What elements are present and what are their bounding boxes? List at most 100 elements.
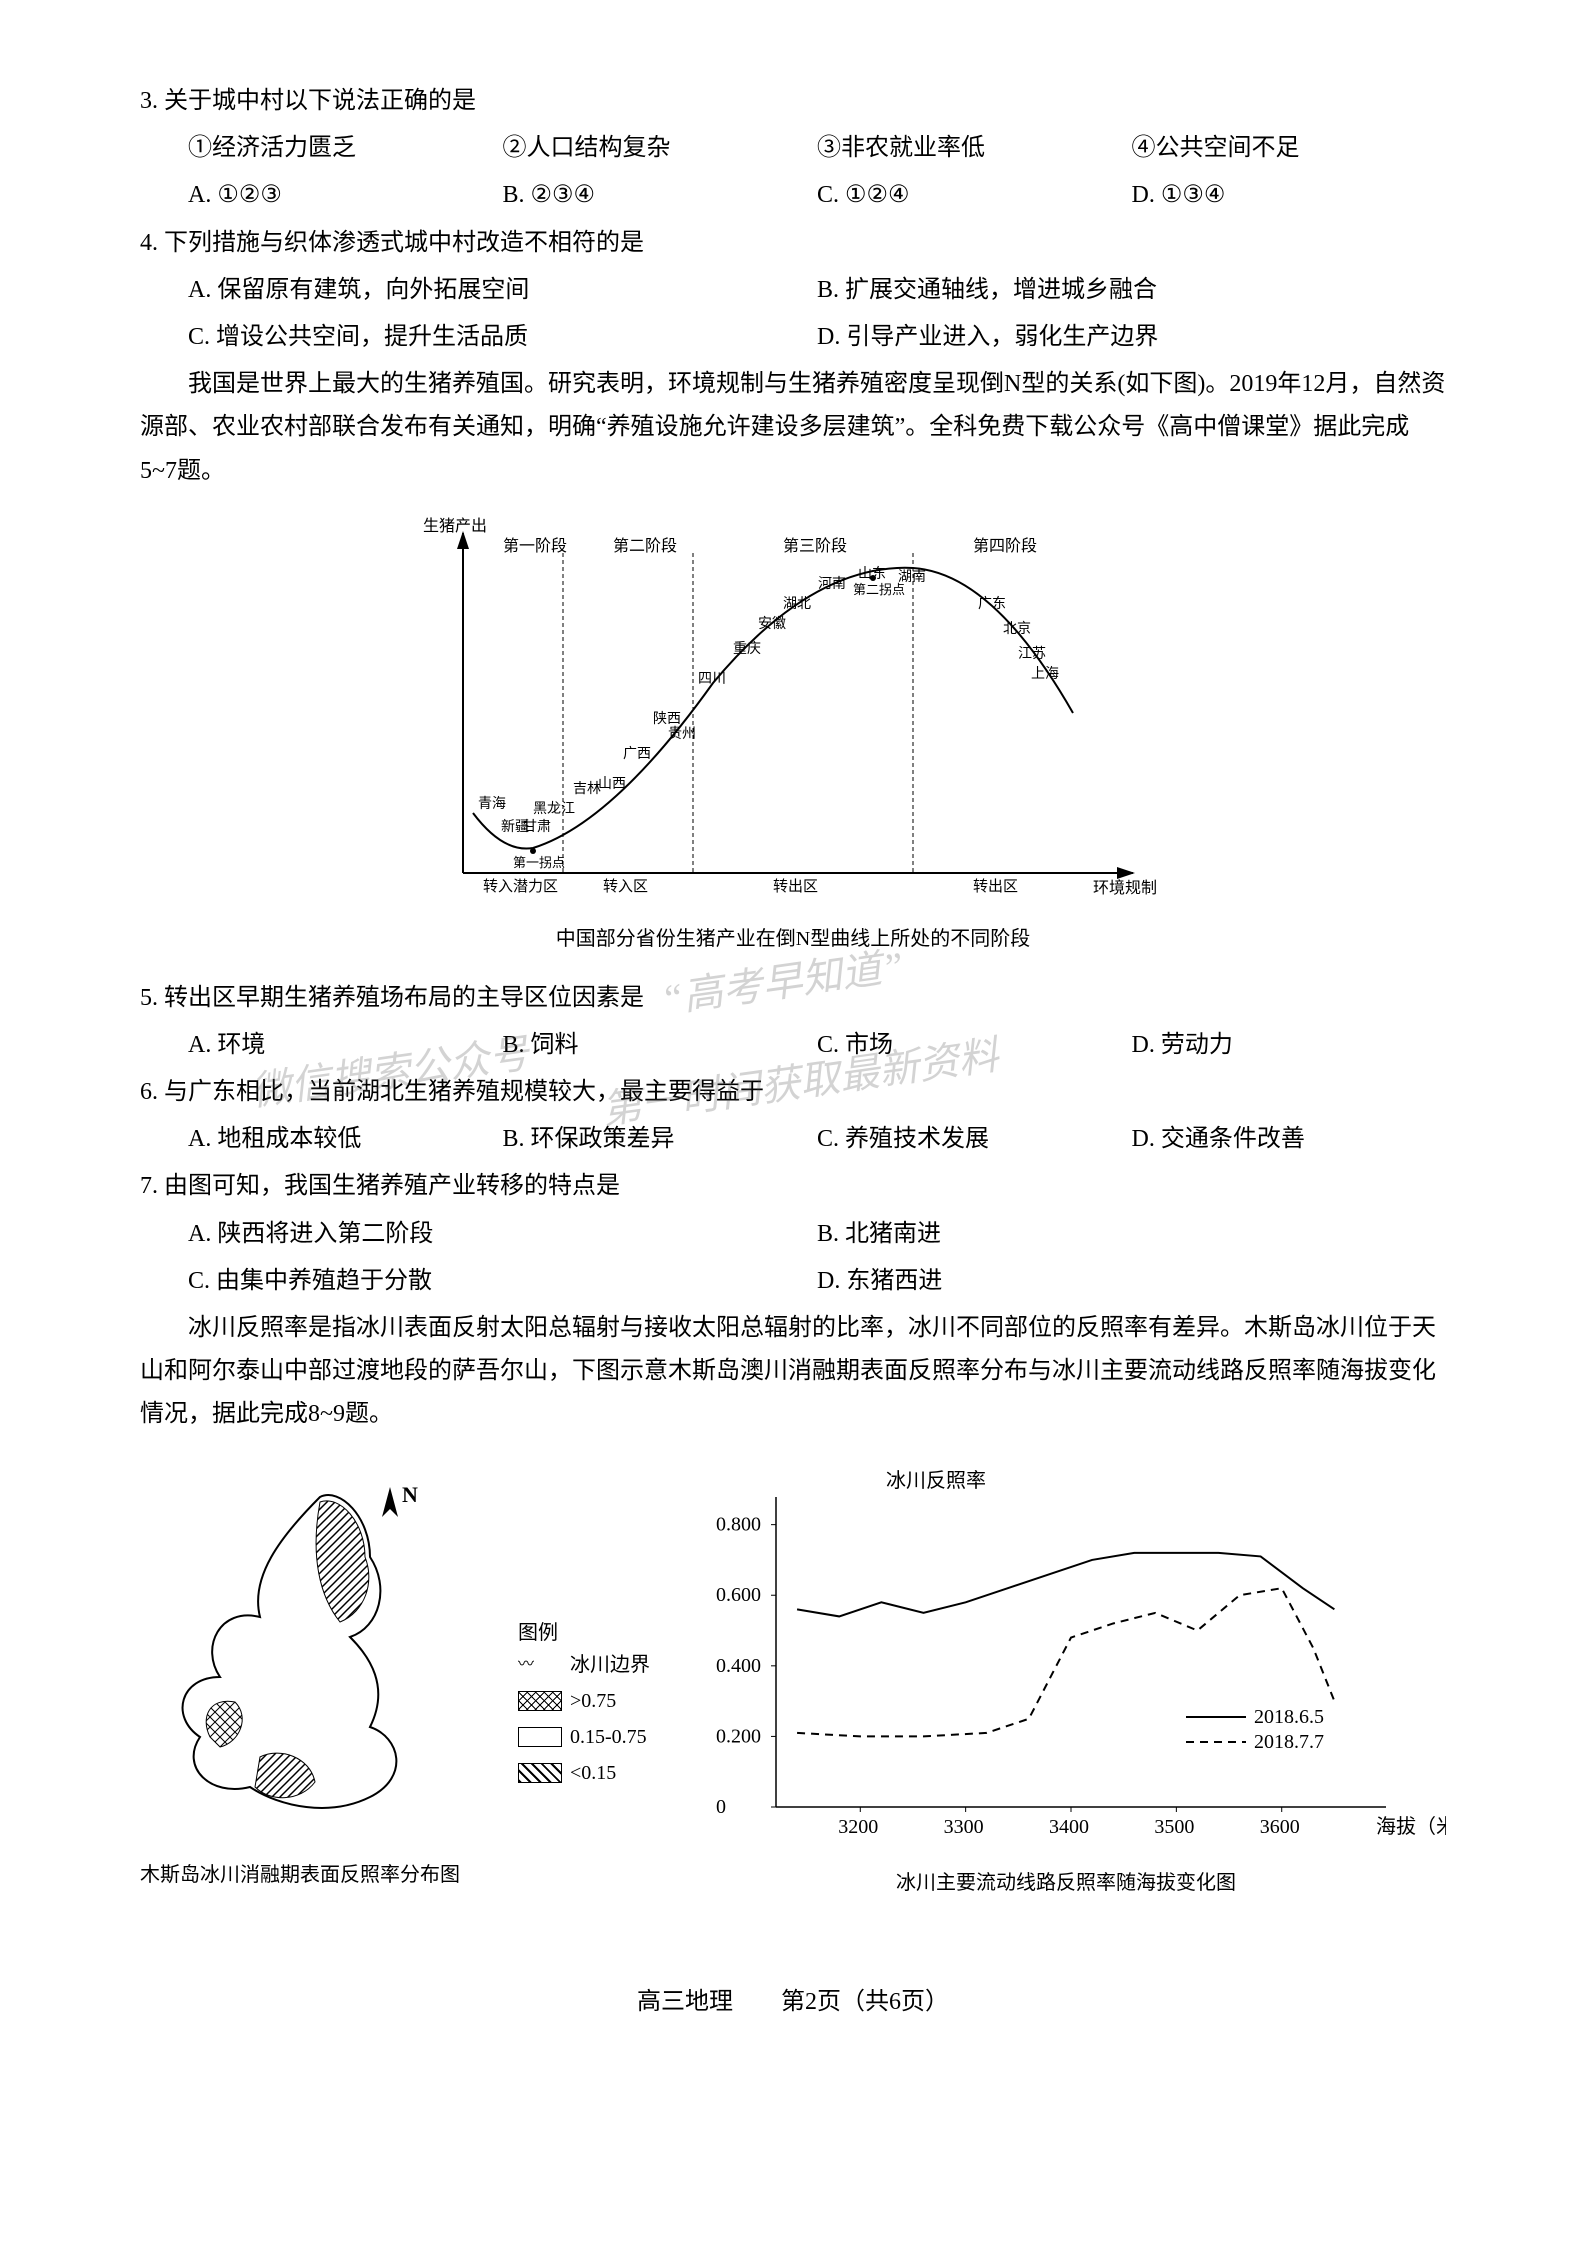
q5-choices: A. 环境 B. 饲料 C. 市场 D. 劳动力 [140,1024,1446,1067]
q3-choice-b: B. ②③④ [503,174,818,217]
q7-stem: 7. 由图可知，我国生猪养殖产业转移的特点是 [140,1165,1446,1208]
q4-choices-row1: A. 保留原有建筑，向外拓展空间 B. 扩展交通轴线，增进城乡融合 [140,269,1446,312]
svg-text:N: N [402,1482,418,1507]
q6-stem: 6. 与广东相比，当前湖北生猪养殖规模较大，最主要得益于 [140,1071,1446,1114]
legend-row-2: 0.15-0.75 [518,1721,650,1753]
q6-choices: A. 地租成本较低 B. 环保政策差异 C. 养殖技术发展 D. 交通条件改善 [140,1118,1446,1161]
q4-choice-c: C. 增设公共空间，提升生活品质 [188,316,817,359]
svg-text:转入潜力区: 转入潜力区 [483,878,558,895]
q5-choice-c: C. 市场 [817,1024,1132,1067]
q3-choices: A. ①②③ B. ②③④ C. ①②④ D. ①③④ [140,174,1446,217]
q3-sub-1: ①经济活力匮乏 [188,127,503,170]
svg-text:陕西: 陕西 [653,711,681,727]
svg-text:江苏: 江苏 [1018,646,1046,662]
svg-text:甘肃: 甘肃 [523,819,551,835]
svg-text:海拔（米）: 海拔（米） [1376,1815,1446,1838]
svg-text:贵州: 贵州 [668,726,696,742]
svg-text:山西: 山西 [598,776,626,792]
svg-text:3300: 3300 [944,1816,984,1838]
svg-text:生猪产出: 生猪产出 [423,517,487,535]
svg-text:转出区: 转出区 [773,878,818,895]
q3-choice-c: C. ①②④ [817,174,1132,217]
svg-text:环境规制: 环境规制 [1093,878,1157,897]
chart1-figure: 生猪产出环境规制第一阶段第二阶段第三阶段第四阶段转入潜力区转入区转出区转出区青海… [140,513,1446,957]
legend-swatch-blank [518,1727,562,1747]
svg-text:第二拐点: 第二拐点 [853,582,905,597]
svg-text:青海: 青海 [478,796,506,812]
svg-text:第一阶段: 第一阶段 [503,537,567,555]
svg-text:2018.6.5: 2018.6.5 [1254,1706,1324,1728]
legend-row-1: >0.75 [518,1685,650,1717]
q6-choice-c: C. 养殖技术发展 [817,1118,1132,1161]
q7-choice-a: A. 陕西将进入第二阶段 [188,1213,817,1256]
q3-suboptions: ①经济活力匮乏 ②人口结构复杂 ③非农就业率低 ④公共空间不足 [140,127,1446,170]
svg-text:湖北: 湖北 [783,596,811,612]
svg-text:河南: 河南 [818,576,846,592]
svg-text:3400: 3400 [1049,1816,1089,1838]
q3-stem: 3. 关于城中村以下说法正确的是 [140,80,1446,123]
svg-text:转入区: 转入区 [603,878,648,895]
svg-text:第三阶段: 第三阶段 [783,537,847,555]
map-svg: N [140,1457,540,1837]
charts-row: N 图例 〰 冰川边界 >0.75 0.15-0.75 <0.15 [140,1457,1446,1901]
q5-stem: 5. 转出区早期生猪养殖场布局的主导区位因素是 [140,977,1446,1020]
q3-sub-3: ③非农就业率低 [817,127,1132,170]
svg-text:第一拐点: 第一拐点 [513,855,565,870]
linechart-caption: 冰川主要流动线路反照率随海拔变化图 [686,1865,1446,1901]
svg-text:0: 0 [716,1796,726,1818]
q6-choice-a: A. 地租成本较低 [188,1118,503,1161]
q7-choices-row2: C. 由集中养殖趋于分散 D. 东猪西进 [140,1260,1446,1303]
page-footer: 高三地理 第2页（共6页） [140,1981,1446,2024]
legend-row-boundary: 〰 冰川边界 [518,1649,650,1681]
legend-label-3: <0.15 [570,1757,616,1789]
map-block: N 图例 〰 冰川边界 >0.75 0.15-0.75 <0.15 [140,1457,660,1893]
q3-sub-4: ④公共空间不足 [1132,127,1447,170]
svg-text:0.800: 0.800 [716,1513,761,1535]
q3-choice-a: A. ①②③ [188,174,503,217]
svg-text:3500: 3500 [1154,1816,1194,1838]
q7-choices-row1: A. 陕西将进入第二阶段 B. 北猪南进 [140,1213,1446,1256]
svg-text:黑龙江: 黑龙江 [533,801,575,817]
legend-swatch-cross [518,1691,562,1711]
legend-label-2: 0.15-0.75 [570,1721,647,1753]
svg-text:0.400: 0.400 [716,1654,761,1676]
context1-paragraph: 我国是世界上最大的生猪养殖国。研究表明，环境规制与生猪养殖密度呈现倒N型的关系(… [140,363,1446,493]
q4-choice-d: D. 引导产业进入，弱化生产边界 [817,316,1446,359]
q6-choice-d: D. 交通条件改善 [1132,1118,1447,1161]
q4-stem: 4. 下列措施与织体渗透式城中村改造不相符的是 [140,222,1446,265]
q4-choice-b: B. 扩展交通轴线，增进城乡融合 [817,269,1446,312]
legend-label-1: >0.75 [570,1685,616,1717]
chart1-svg: 生猪产出环境规制第一阶段第二阶段第三阶段第四阶段转入潜力区转入区转出区转出区青海… [413,513,1173,913]
svg-text:冰川反照率: 冰川反照率 [886,1469,986,1492]
legend-row-3: <0.15 [518,1757,650,1789]
map-legend-title: 图例 [518,1617,650,1649]
legend-swatch-diag [518,1763,562,1783]
q4-choices-row2: C. 增设公共空间，提升生活品质 D. 引导产业进入，弱化生产边界 [140,316,1446,359]
svg-text:第四阶段: 第四阶段 [973,537,1037,555]
svg-text:0.200: 0.200 [716,1725,761,1747]
svg-text:重庆: 重庆 [733,641,761,657]
svg-text:广东: 广东 [978,596,1006,612]
q5-choice-d: D. 劳动力 [1132,1024,1447,1067]
q5-choice-b: B. 饲料 [503,1024,818,1067]
legend-label-0: 冰川边界 [570,1649,650,1681]
svg-text:安徽: 安徽 [758,616,786,632]
svg-text:北京: 北京 [1003,621,1031,637]
map-legend: 图例 〰 冰川边界 >0.75 0.15-0.75 <0.15 [518,1617,650,1793]
context2-paragraph: 冰川反照率是指冰川表面反射太阳总辐射与接收太阳总辐射的比率，冰川不同部位的反照率… [140,1307,1446,1437]
q7-choice-d: D. 东猪西进 [817,1260,1446,1303]
svg-text:转出区: 转出区 [973,878,1018,895]
svg-text:四川: 四川 [698,672,726,687]
svg-text:0.600: 0.600 [716,1584,761,1606]
linechart-svg: 冰川反照率00.2000.4000.6000.80032003300340035… [686,1457,1446,1857]
svg-text:2018.7.7: 2018.7.7 [1254,1731,1324,1753]
q6-choice-b: B. 环保政策差异 [503,1118,818,1161]
map-caption: 木斯岛冰川消融期表面反照率分布图 [140,1857,660,1893]
linechart-block: 冰川反照率00.2000.4000.6000.80032003300340035… [686,1457,1446,1901]
q7-choice-c: C. 由集中养殖趋于分散 [188,1260,817,1303]
q5-choice-a: A. 环境 [188,1024,503,1067]
q3-choice-d: D. ①③④ [1132,174,1447,217]
svg-text:3600: 3600 [1260,1816,1300,1838]
q3-sub-2: ②人口结构复杂 [503,127,818,170]
q4-choice-a: A. 保留原有建筑，向外拓展空间 [188,269,817,312]
